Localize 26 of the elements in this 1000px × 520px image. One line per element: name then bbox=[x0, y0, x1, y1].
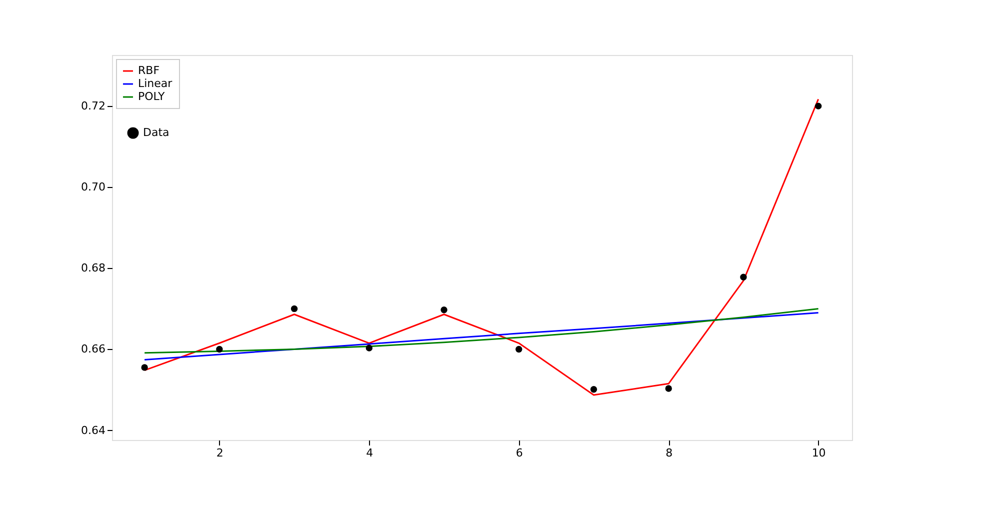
point bbox=[516, 346, 522, 353]
point bbox=[665, 385, 672, 392]
point bbox=[290, 305, 298, 312]
legend-label: RBF bbox=[138, 64, 160, 77]
x-tick-label: 10 bbox=[812, 446, 826, 460]
x-tick-label: 4 bbox=[366, 446, 374, 460]
point bbox=[216, 346, 223, 353]
line-series bbox=[144, 312, 820, 361]
y-tick-label: 0.72 bbox=[81, 100, 106, 113]
legend-label: Data bbox=[143, 126, 170, 139]
y-tick-label: 0.66 bbox=[81, 342, 106, 356]
y-tick-label: 0.68 bbox=[81, 262, 106, 275]
point bbox=[366, 344, 372, 352]
y-tick-label: 0.64 bbox=[81, 424, 106, 437]
x-tick-label: 8 bbox=[666, 446, 673, 460]
y-tick-label: 0.70 bbox=[81, 180, 106, 194]
point bbox=[590, 386, 598, 393]
x-tick-label: 6 bbox=[516, 446, 523, 460]
legend-label: Linear bbox=[138, 77, 173, 90]
point bbox=[814, 102, 822, 110]
x-tick-label: 2 bbox=[216, 446, 224, 460]
legend-label: POLY bbox=[138, 90, 165, 103]
line-series bbox=[144, 308, 820, 354]
point bbox=[740, 274, 747, 280]
point bbox=[141, 364, 148, 371]
point bbox=[440, 306, 448, 314]
